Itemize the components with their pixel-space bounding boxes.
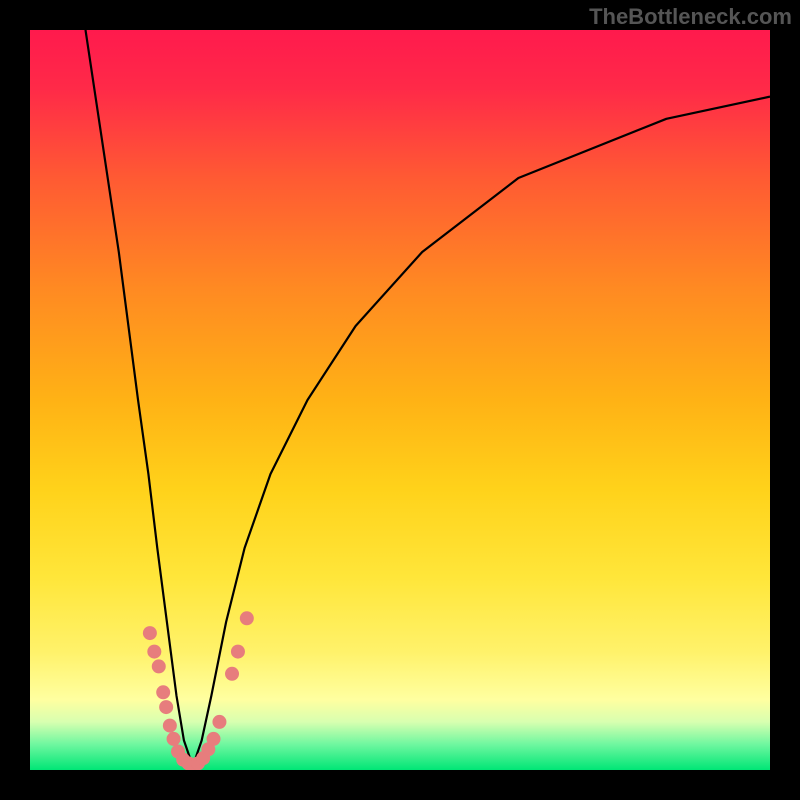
chart-frame: TheBottleneck.com bbox=[0, 0, 800, 800]
data-marker bbox=[231, 645, 245, 659]
data-marker bbox=[156, 685, 170, 699]
data-marker bbox=[207, 732, 221, 746]
plot-svg bbox=[30, 30, 770, 770]
data-marker bbox=[152, 659, 166, 673]
data-marker bbox=[212, 715, 226, 729]
data-marker bbox=[163, 719, 177, 733]
data-marker bbox=[159, 700, 173, 714]
data-marker bbox=[167, 732, 181, 746]
data-marker bbox=[225, 667, 239, 681]
watermark-text: TheBottleneck.com bbox=[589, 4, 792, 30]
bottleneck-curve bbox=[86, 30, 771, 766]
data-marker bbox=[143, 626, 157, 640]
data-marker bbox=[147, 645, 161, 659]
data-marker bbox=[240, 611, 254, 625]
